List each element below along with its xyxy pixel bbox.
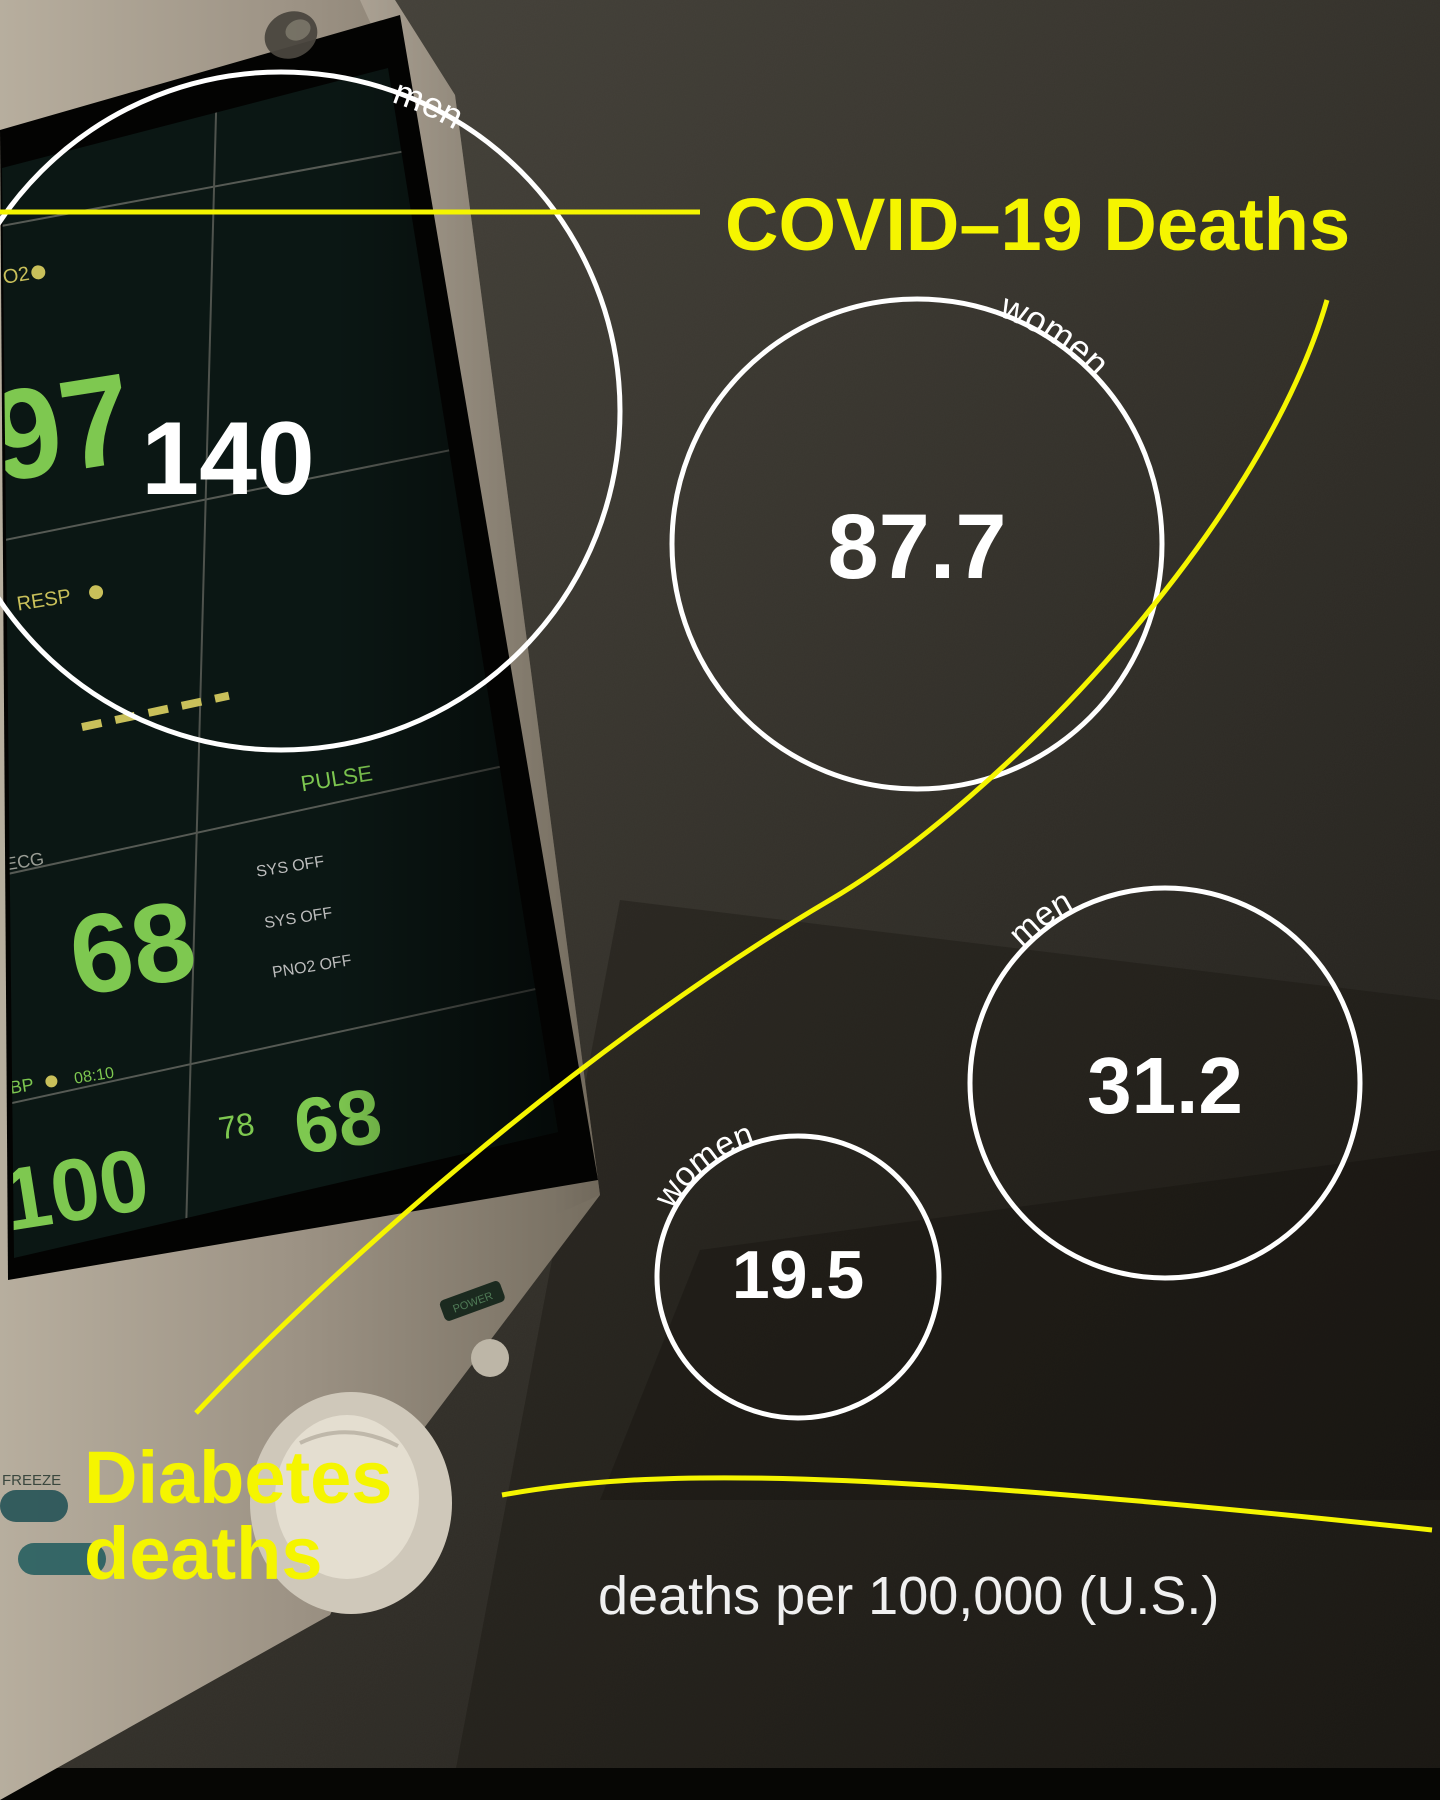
- svg-text:deaths per 100,000 (U.S.): deaths per 100,000 (U.S.): [598, 1566, 1219, 1626]
- svg-text:deaths: deaths: [84, 1512, 323, 1595]
- svg-text:19.5: 19.5: [732, 1237, 864, 1313]
- svg-text:women: women: [994, 285, 1118, 384]
- svg-text:31.2: 31.2: [1087, 1041, 1243, 1130]
- svg-text:87.7: 87.7: [827, 496, 1006, 598]
- svg-text:Diabetes: Diabetes: [84, 1436, 392, 1519]
- svg-text:women: women: [646, 1115, 758, 1215]
- svg-text:men: men: [1001, 882, 1078, 953]
- svg-text:COVID–19 Deaths: COVID–19 Deaths: [725, 183, 1350, 266]
- svg-text:140: 140: [141, 401, 315, 517]
- svg-text:men: men: [388, 71, 470, 137]
